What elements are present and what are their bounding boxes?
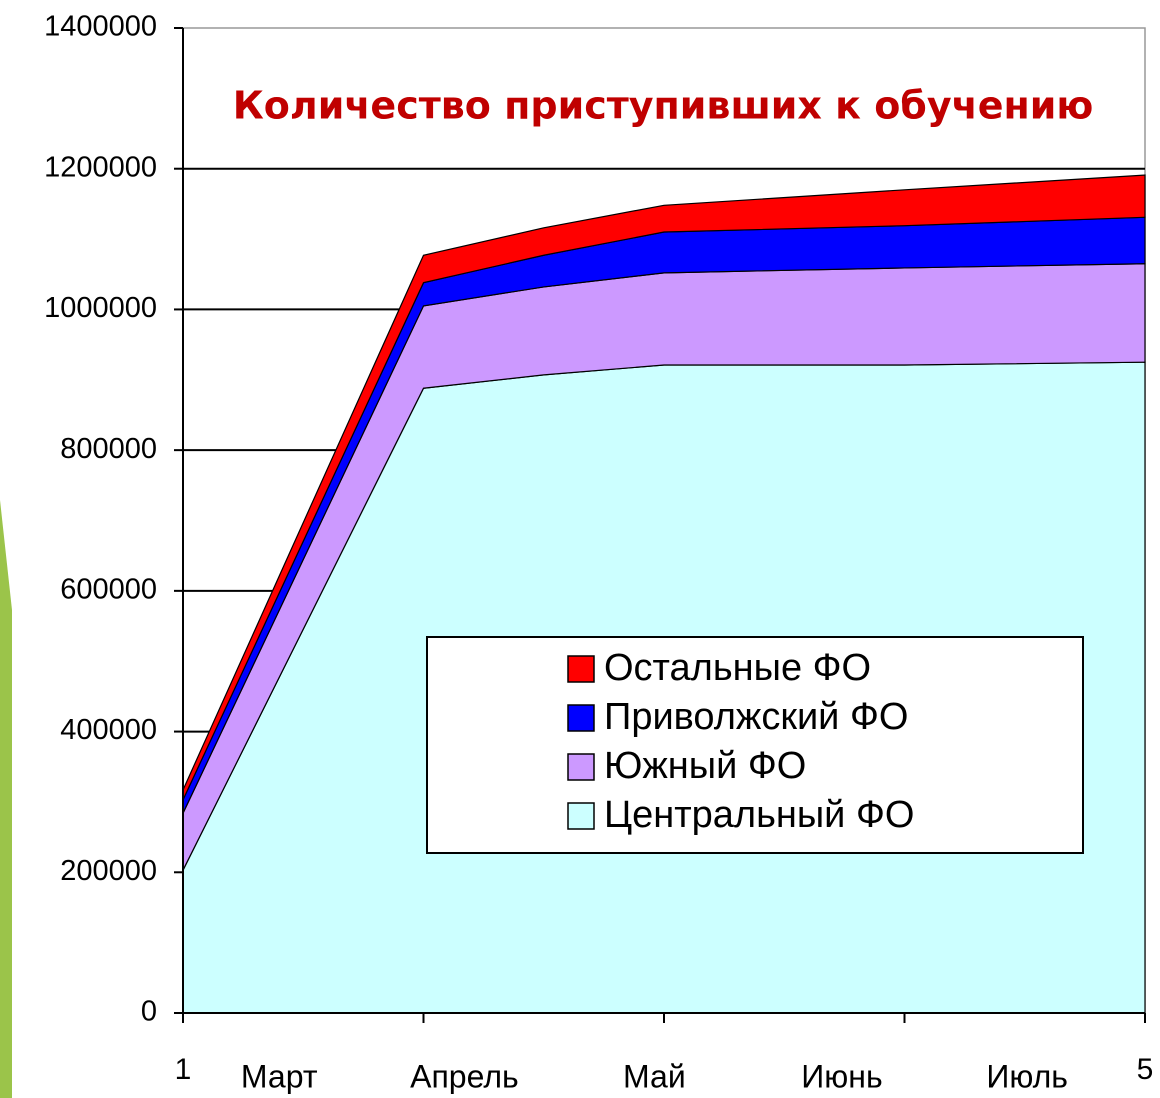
x-tick-label: 5 — [1137, 1053, 1154, 1086]
y-tick-label: 1400000 — [44, 11, 157, 43]
y-tick-label: 200000 — [60, 855, 157, 887]
side-decoration — [0, 500, 12, 1098]
y-tick-label: 800000 — [60, 433, 157, 465]
y-tick-label: 600000 — [60, 574, 157, 606]
legend-label: Центральный ФО — [604, 794, 914, 836]
month-label: Июль — [986, 1058, 1068, 1094]
y-tick-label: 400000 — [60, 714, 157, 746]
legend-label: Южный ФО — [604, 745, 806, 787]
legend-label: Приволжский ФО — [604, 696, 908, 738]
y-tick-label: 1000000 — [44, 292, 157, 324]
legend-label: Остальные ФО — [604, 647, 871, 689]
legend-swatch — [567, 655, 595, 683]
y-tick-label: 0 — [141, 996, 157, 1028]
legend-box — [426, 636, 1084, 854]
area — [182, 174, 1146, 801]
month-label: Июнь — [801, 1058, 882, 1094]
x-tick-label: 1 — [175, 1053, 192, 1086]
legend-swatch — [567, 704, 595, 732]
legend-swatch — [567, 802, 595, 830]
month-label: Май — [623, 1058, 686, 1094]
y-tick-label: 1200000 — [44, 151, 157, 183]
legend-swatch — [567, 753, 595, 781]
month-label: Апрель — [410, 1058, 519, 1094]
month-label: Март — [241, 1058, 318, 1094]
chart-title: Количество приступивших к обучению — [233, 84, 1094, 128]
